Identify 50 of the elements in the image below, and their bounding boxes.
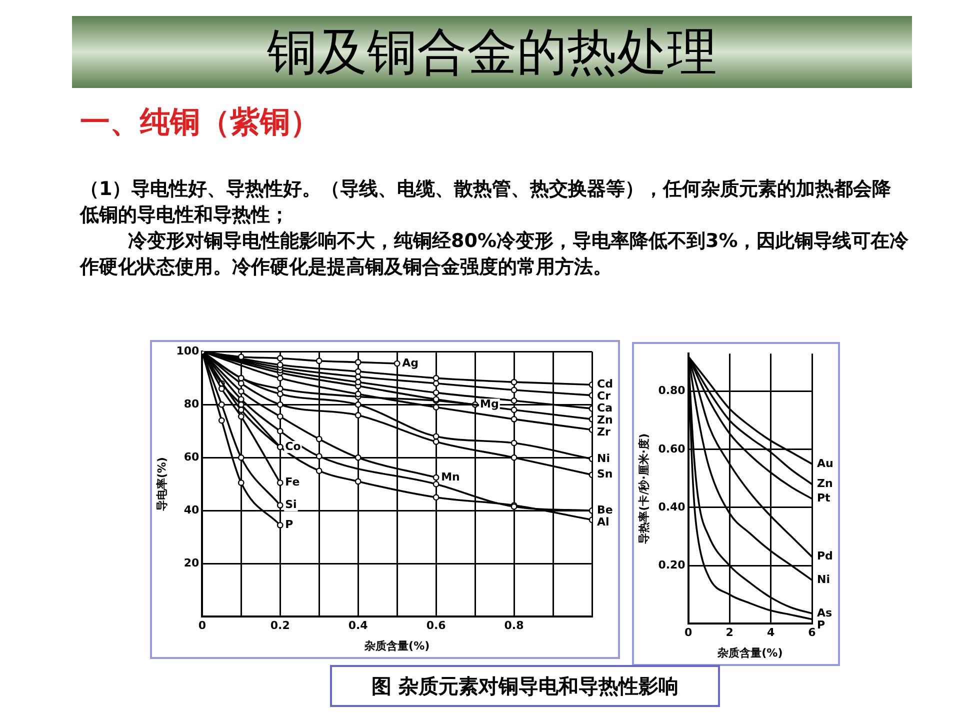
x-tick-label: 0.4 bbox=[348, 619, 368, 632]
x-tick-label: 2 bbox=[726, 626, 734, 640]
y-axis-title: 导热率(卡/秒·厘米·度) bbox=[637, 433, 650, 544]
series-label: Sn bbox=[597, 468, 613, 481]
series-label: Ni bbox=[597, 452, 610, 465]
series-label: Co bbox=[285, 440, 302, 453]
series-label: Cd bbox=[597, 378, 613, 391]
series-label: Fe bbox=[285, 476, 300, 489]
series-label: Ag bbox=[402, 356, 418, 370]
series-label: Mn bbox=[441, 470, 460, 484]
series-label: Si bbox=[285, 498, 297, 512]
series-label: Al bbox=[597, 515, 610, 528]
series-label: Ca bbox=[597, 402, 612, 415]
x-tick-label: 0.2 bbox=[270, 619, 290, 632]
series-label: As bbox=[817, 606, 833, 620]
x-tick-label: 0.6 bbox=[426, 619, 446, 632]
series-label: Ni bbox=[817, 572, 830, 586]
y-tick-label: 80 bbox=[184, 397, 200, 410]
text: 图 杂质元素对铜导电和导热性影响 bbox=[330, 665, 720, 707]
y-tick-label: 100 bbox=[176, 344, 200, 358]
x-axis-title: 杂质含量(%) bbox=[716, 646, 783, 660]
x-tick-label: 6 bbox=[808, 626, 816, 640]
series-label: Be bbox=[597, 503, 613, 516]
y-tick-label: 0.40 bbox=[658, 500, 686, 514]
chart-subtitle: 一、纯铜（紫铜） bbox=[80, 104, 320, 142]
y-tick-label: 40 bbox=[184, 503, 200, 516]
x-tick-label: 0 bbox=[198, 619, 206, 632]
y-tick-label: 0.20 bbox=[658, 558, 686, 572]
text: 冷变形对铜导电性能影响不大，纯铜经80%冷变形，导电率降低不到3%，因此铜导线可在冷作硬化状态使用。冷作硬化是提高铜及铜合金强度的常用方法。 bbox=[80, 229, 910, 280]
series-label: Zn bbox=[597, 414, 613, 427]
y-tick-label: 0.60 bbox=[658, 442, 686, 456]
series-label: P bbox=[817, 618, 826, 632]
series-label: P bbox=[285, 518, 294, 532]
x-tick-label: 4 bbox=[766, 626, 775, 640]
x-axis-title: 杂质含量(%) bbox=[364, 639, 430, 652]
series-label: Cr bbox=[597, 390, 612, 403]
y-tick-label: 20 bbox=[184, 556, 200, 570]
y-axis-title: 导电率(%) bbox=[155, 457, 168, 512]
y-tick-label: 0.80 bbox=[658, 384, 686, 398]
chart-title: 铜及铜合金的热处理 bbox=[267, 22, 717, 82]
series-label: Mg bbox=[480, 397, 499, 410]
series-label: Zr bbox=[597, 426, 611, 439]
series-label: Pd bbox=[817, 550, 833, 563]
y-tick-label: 60 bbox=[184, 450, 200, 464]
x-tick-label: 0.8 bbox=[504, 619, 524, 632]
series-label: Zn bbox=[817, 477, 833, 490]
series-label: Pt bbox=[817, 492, 830, 505]
series-label: Au bbox=[817, 456, 834, 470]
x-tick-label: 0 bbox=[684, 626, 693, 640]
text: （1）导电性好、导热性好。（导线、电缆、散热管、热交换器等），任何杂质元素的加热都会降低铜的导电性和导热性； bbox=[80, 177, 892, 228]
